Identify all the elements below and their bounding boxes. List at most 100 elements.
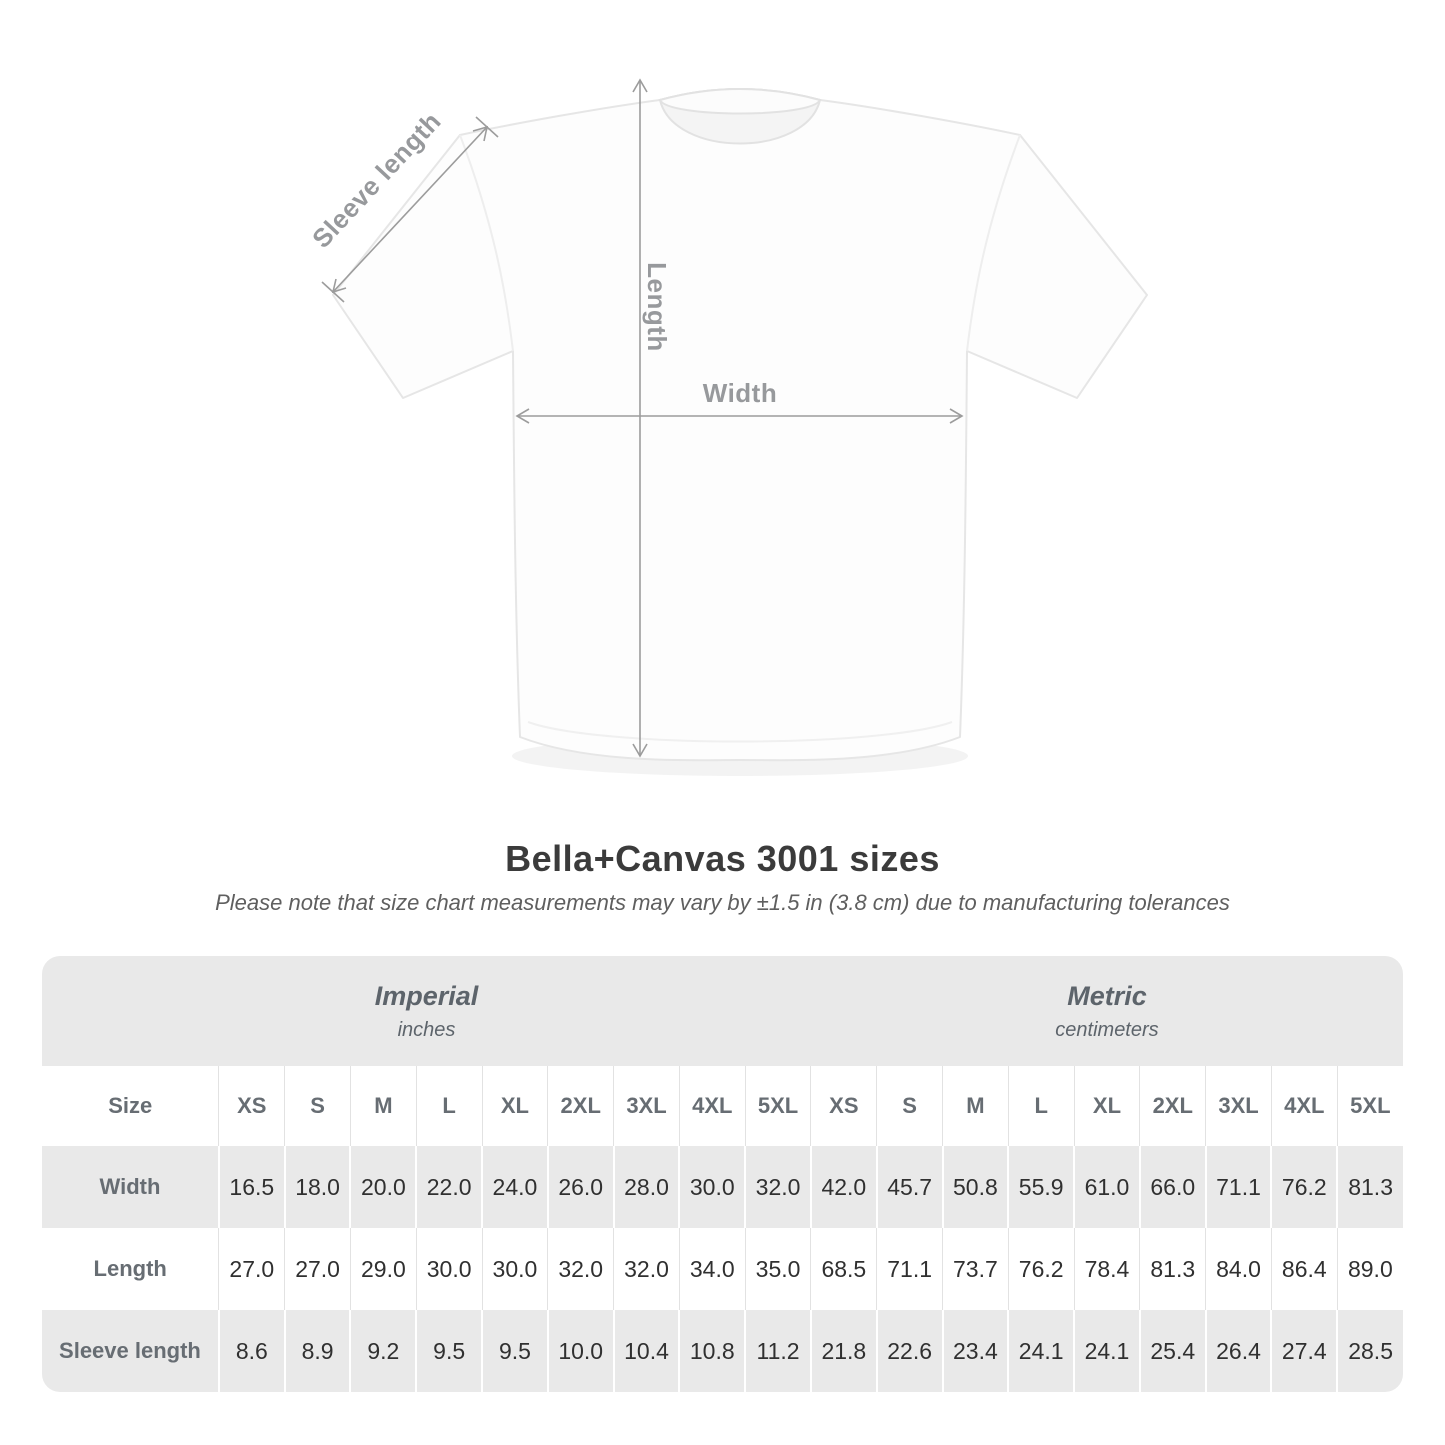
measurement-value-cell: 27.0	[284, 1228, 351, 1310]
page-subtitle: Please note that size chart measurements…	[215, 890, 1230, 915]
measurement-value-cell: 23.4	[941, 1310, 1009, 1392]
hem-seam	[527, 721, 953, 743]
size-column-header: XS	[218, 1066, 285, 1146]
measurement-row: Length 27.0 27.0 29.0 30.0 30.0 32.0 32.0 34.0 35…	[42, 1228, 1403, 1310]
imperial-label: Imperial	[374, 980, 479, 1011]
measurement-value-cell: 22.6	[875, 1310, 943, 1392]
measurement-value-cell: 11.2	[744, 1310, 811, 1392]
measurement-value-cell: 76.2	[1007, 1228, 1075, 1310]
size-column-header: L	[415, 1066, 483, 1146]
collar	[658, 88, 822, 115]
size-chart-table-wrapper: Imperial inches Metric centimeters Size …	[42, 956, 1403, 1392]
measurement-value-cell: 10.8	[678, 1310, 746, 1392]
measurement-value-cell: 10.4	[612, 1310, 680, 1392]
size-column-header: S	[284, 1066, 351, 1146]
measurement-value-cell: 32.0	[547, 1228, 614, 1310]
measurement-value-cell: 27.0	[218, 1228, 285, 1310]
measurement-value-cell: 24.1	[1073, 1310, 1140, 1392]
metric-label: Metric	[1067, 980, 1147, 1011]
measurement-value-cell: 81.3	[1336, 1146, 1403, 1228]
measurement-value-cell: 25.4	[1138, 1310, 1206, 1392]
measurement-value-cell: 30.0	[678, 1146, 746, 1228]
sleeve-length-arrow	[321, 116, 499, 303]
size-column-header: M	[942, 1066, 1009, 1146]
measurement-value-cell: 10.0	[546, 1310, 614, 1392]
length-arrow	[632, 78, 648, 758]
measurement-value-cell: 34.0	[678, 1228, 746, 1310]
measurement-value-cell: 86.4	[1270, 1228, 1338, 1310]
size-chart-table: Imperial inches Metric centimeters Size …	[42, 956, 1403, 1392]
measurement-row-label: Length	[42, 1228, 219, 1310]
measurement-value-cell: 35.0	[744, 1228, 811, 1310]
measurement-value-cell: 84.0	[1205, 1228, 1272, 1310]
measurement-value-cell: 71.1	[876, 1228, 943, 1310]
inches-label: inches	[397, 1019, 456, 1042]
tshirt-graphic: Length Width Sleeve length	[306, 78, 1148, 776]
right-armhole-seam	[966, 134, 1021, 352]
measurement-value-cell: 89.0	[1336, 1228, 1403, 1310]
length-label: Length	[642, 262, 672, 352]
size-column-header: S	[876, 1066, 943, 1146]
size-column-header: XL	[1073, 1066, 1140, 1146]
measurement-value-cell: 16.5	[217, 1146, 285, 1228]
measurement-value-cell: 50.8	[941, 1146, 1009, 1228]
measurement-value-cell: 71.1	[1204, 1146, 1272, 1228]
measurement-value-cell: 28.0	[612, 1146, 680, 1228]
tshirt-measurement-diagram: Length Width Sleeve length	[306, 78, 1148, 776]
size-column-header: 3XL	[1205, 1066, 1272, 1146]
measurement-value-cell: 73.7	[942, 1228, 1009, 1310]
size-column-header: 2XL	[1139, 1066, 1206, 1146]
measurement-value-cell: 9.5	[415, 1310, 483, 1392]
measurement-value-cell: 30.0	[415, 1228, 483, 1310]
measurement-value-cell: 26.4	[1204, 1310, 1272, 1392]
measurement-value-cell: 29.0	[349, 1228, 417, 1310]
measurement-row: Sleeve length 8.6 8.9 9.2 9.5 9.5 10.0 10.4 10.8…	[42, 1310, 1403, 1392]
width-label: Width	[703, 378, 777, 408]
size-column-header: 4XL	[678, 1066, 746, 1146]
size-table-body: Width 16.5 18.0 20.0 22.0 24.0 26.0 28.0 30.0 32.…	[42, 1146, 1403, 1392]
size-column-header: 4XL	[1270, 1066, 1338, 1146]
measurement-value-cell: 22.0	[415, 1146, 483, 1228]
size-column-header: XS	[810, 1066, 877, 1146]
measurement-value-cell: 68.5	[810, 1228, 877, 1310]
measurement-row-label: Width	[42, 1146, 219, 1228]
measurement-value-cell: 21.8	[809, 1310, 877, 1392]
centimeters-label: centimeters	[1055, 1019, 1159, 1042]
measurement-row-label: Sleeve length	[42, 1310, 219, 1392]
measurement-value-cell: 42.0	[809, 1146, 877, 1228]
measurement-value-cell: 9.5	[481, 1310, 548, 1392]
size-column-header: 5XL	[1336, 1066, 1403, 1146]
sleeve-tick-top	[475, 116, 499, 138]
measurement-value-cell: 81.3	[1139, 1228, 1206, 1310]
measurement-value-cell: 45.7	[875, 1146, 943, 1228]
measurement-value-cell: 27.4	[1270, 1310, 1338, 1392]
size-column-header: M	[349, 1066, 417, 1146]
sleeve-tick-bottom	[321, 281, 345, 303]
size-column-header: 5XL	[744, 1066, 811, 1146]
size-header-row: Size XS S M L XL 2XL 3XL 4XL 5XL XS S M L XL 2XL 3XL 4XL…	[42, 1066, 1403, 1146]
tshirt-outline	[332, 88, 1148, 762]
size-corner-label: Size	[42, 1066, 219, 1146]
measurement-value-cell: 9.2	[349, 1310, 417, 1392]
size-column-header: L	[1007, 1066, 1075, 1146]
measurement-value-cell: 55.9	[1007, 1146, 1075, 1228]
measurement-value-cell: 24.1	[1007, 1310, 1075, 1392]
measurement-value-cell: 30.0	[481, 1228, 548, 1310]
left-armhole-seam	[459, 134, 514, 352]
size-column-header: 3XL	[613, 1066, 680, 1146]
measurement-value-cell: 66.0	[1138, 1146, 1206, 1228]
measurement-value-cell: 20.0	[349, 1146, 417, 1228]
measurement-value-cell: 61.0	[1073, 1146, 1140, 1228]
measurement-value-cell: 76.2	[1270, 1146, 1338, 1228]
measurement-value-cell: 8.9	[283, 1310, 351, 1392]
measurement-value-cell: 26.0	[546, 1146, 614, 1228]
measurement-value-cell: 18.0	[283, 1146, 351, 1228]
measurement-value-cell: 24.0	[481, 1146, 548, 1228]
imperial-section-header: Imperial inches	[42, 956, 811, 1066]
unit-header-row: Imperial inches Metric centimeters	[42, 956, 1403, 1066]
size-column-header: XL	[481, 1066, 548, 1146]
measurement-value-cell: 8.6	[217, 1310, 285, 1392]
size-column-header: 2XL	[547, 1066, 614, 1146]
measurement-value-cell: 78.4	[1073, 1228, 1140, 1310]
